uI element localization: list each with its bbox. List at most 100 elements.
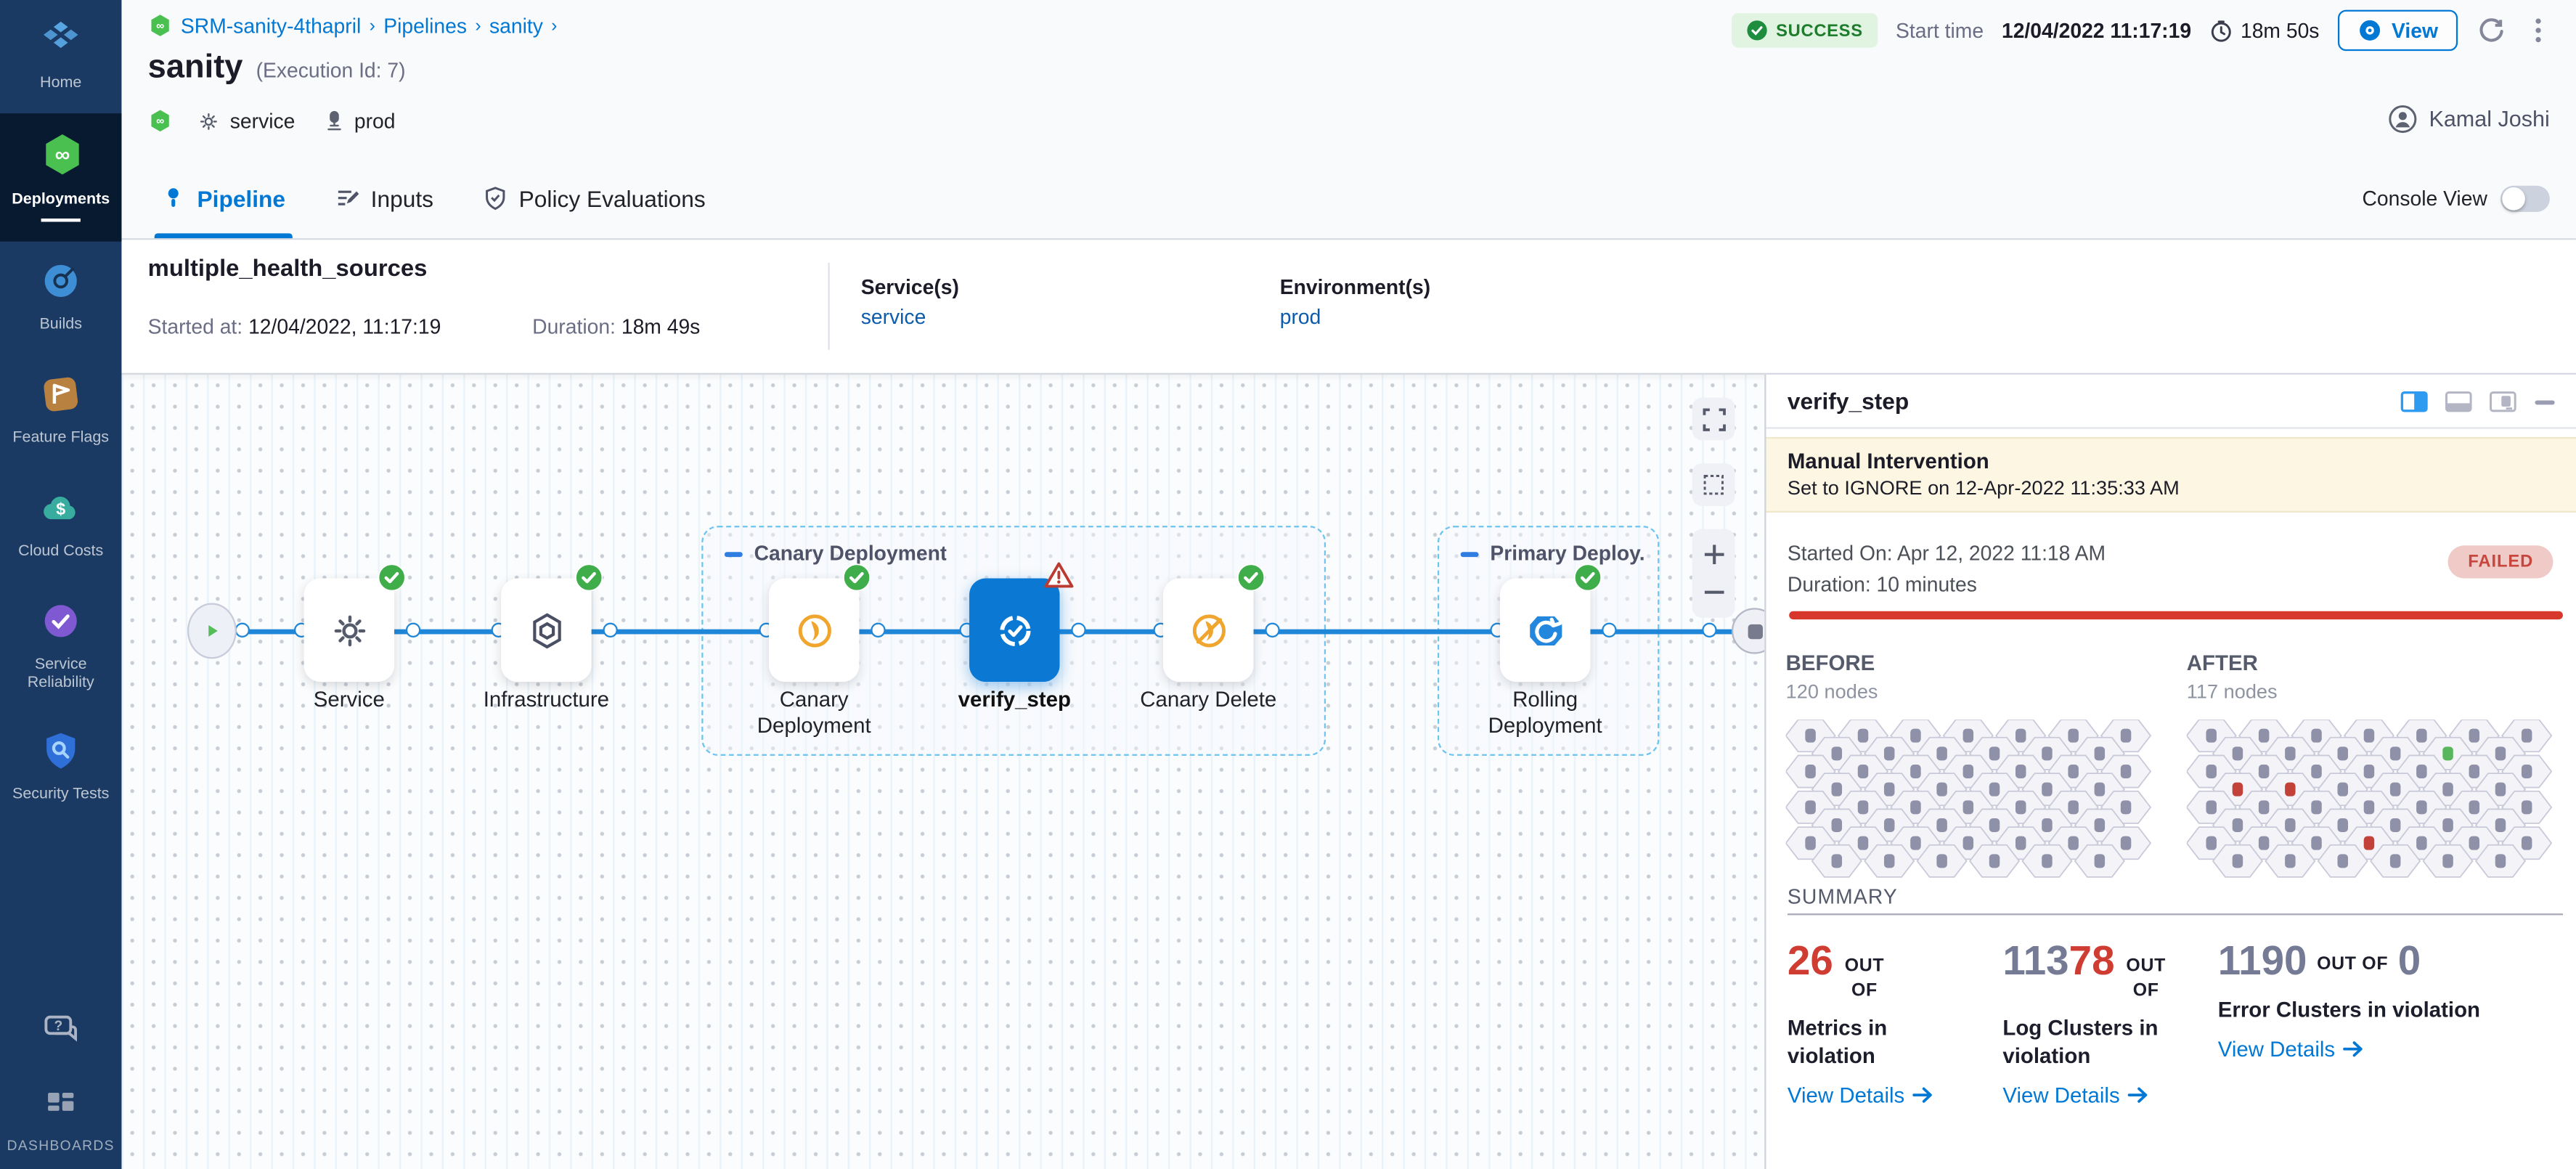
panel-header: verify_step [1766, 375, 2576, 429]
summary-divider [1787, 913, 2563, 916]
marquee-select-button[interactable] [1692, 463, 1735, 506]
sidebar-item-dashboards[interactable]: DASHBOARDS [0, 1072, 121, 1169]
pipeline-start-node[interactable] [187, 603, 237, 659]
hex-grid-svg [1785, 720, 2152, 878]
success-check-icon [1746, 20, 1767, 41]
collapse-group-icon[interactable] [724, 551, 743, 556]
sidebar-item-builds[interactable]: Builds [0, 241, 121, 354]
elapsed-time: 18m 50s [2209, 19, 2319, 42]
sidebar-item-label: Home [40, 73, 82, 92]
manual-intervention-banner: Manual Intervention Set to IGNORE on 12-… [1766, 436, 2576, 513]
refresh-button[interactable] [2476, 15, 2506, 45]
tab-policy-evaluations[interactable]: Policy Evaluations [483, 158, 706, 238]
tab-label: Pipeline [197, 184, 286, 211]
feature-flags-icon [39, 372, 82, 415]
environment-icon [323, 110, 344, 131]
sidebar-item-deployments[interactable]: ∞ Deployments [0, 113, 122, 242]
status-badge: SUCCESS [1732, 13, 1878, 48]
console-view-toggle[interactable] [2500, 184, 2550, 211]
collapse-group-icon[interactable] [1460, 551, 1479, 556]
sidebar-item-cloud-costs[interactable]: $ Cloud Costs [0, 468, 121, 581]
out-of-label: OUT OF [1844, 956, 1885, 1001]
start-time-value: 12/04/2022 11:17:19 [2001, 19, 2192, 42]
split-vertical-icon[interactable] [2400, 391, 2428, 412]
environments-value[interactable]: prod [1279, 305, 1321, 329]
title-row: sanity (Execution Id: 7) [148, 49, 406, 87]
before-title: BEFORE [1785, 651, 1875, 676]
group-label: Primary Deploy... [1460, 542, 1646, 565]
arrow-right-icon [2128, 1087, 2149, 1105]
step-started-on: Started On: Apr 12, 2022 11:18 AM [1787, 542, 2106, 566]
pipeline-node-canary-deployment[interactable] [768, 578, 860, 683]
stat-label: Error Clusters in violation [2217, 996, 2481, 1022]
sidebar-item-feature-flags[interactable]: Feature Flags [0, 354, 121, 468]
sidebar-item-label: Deployments [12, 190, 110, 209]
pipeline-node-verify_step[interactable] [969, 578, 1060, 683]
split-horizontal-icon[interactable] [2445, 391, 2472, 412]
breadcrumb-link[interactable]: Pipelines [383, 14, 468, 37]
clock-icon [2209, 19, 2233, 42]
before-grid: BEFORE 120 nodes [1785, 651, 2161, 881]
banner-subtitle: Set to IGNORE on 12-Apr-2022 11:35:33 AM [1787, 476, 2180, 500]
tab-inputs[interactable]: Inputs [335, 158, 433, 238]
sidebar-items: Home ∞ Deployments Builds Feature Flags $ Clou… [0, 0, 122, 826]
pipeline-node-rolling-deployment[interactable] [1499, 578, 1591, 683]
warning-badge-icon [1043, 561, 1074, 588]
success-badge-icon [1573, 563, 1602, 592]
services-value[interactable]: service [860, 305, 926, 329]
zoom-in-button[interactable] [1692, 542, 1735, 567]
node-label: Canary Deployment [757, 686, 871, 738]
pipeline-node-service[interactable] [303, 578, 395, 683]
sidebar-nav: Home ∞ Deployments Builds Feature Flags $ Clou… [0, 0, 122, 1169]
summary-stats: 26 OUT OF Metrics in violation View Details 1… [1788, 938, 2506, 1109]
sidebar-item-home[interactable]: Home [0, 0, 121, 113]
help-chat-button[interactable]: ? [0, 992, 121, 1072]
svg-text:∞: ∞ [156, 20, 164, 32]
stage-info-bar: multiple_health_sources Started at: 12/0… [121, 240, 2576, 375]
breadcrumb-link[interactable]: SRM-sanity-4thapril [180, 14, 362, 37]
panel-title: verify_step [1787, 388, 1909, 415]
minimize-icon[interactable] [2533, 396, 2556, 407]
kebab-menu-button[interactable] [2524, 15, 2553, 45]
breadcrumb: ∞ SRM-sanity-4thapril › Pipelines › sanity › [148, 13, 558, 38]
sidebar-item-security-tests[interactable]: Security Tests [0, 712, 121, 826]
policy-tab-icon [483, 186, 508, 211]
pipeline-end-node[interactable] [1731, 608, 1765, 654]
connector-dot [870, 622, 885, 638]
rolling-icon [1524, 608, 1567, 651]
pipeline-canvas[interactable]: Canary Deployment Primary Deploy... Servic… [121, 374, 1765, 1169]
pipeline-node-infrastructure[interactable] [501, 578, 592, 683]
node-label: Infrastructure [483, 686, 610, 712]
summary-stat-3: 1190 OUT OF 0 Error Clusters in violation Vi… [2217, 938, 2506, 1108]
infrastructure-icon [525, 608, 568, 651]
view-details-link[interactable]: View Details [2218, 1038, 2506, 1062]
security-tests-icon [39, 730, 82, 773]
banner-title: Manual Intervention [1787, 448, 1989, 473]
popout-panel-icon[interactable] [2489, 391, 2516, 412]
service-tag[interactable]: service [197, 109, 295, 132]
success-badge-icon [842, 563, 871, 592]
user-chip[interactable]: Kamal Joshi [2389, 105, 2550, 134]
stat-number: 1190 [2217, 938, 2307, 985]
user-name: Kamal Joshi [2429, 107, 2550, 132]
tab-pipeline[interactable]: Pipeline [154, 158, 292, 239]
pipeline-node-canary-delete[interactable] [1163, 578, 1254, 683]
view-details-link[interactable]: View Details [2002, 1083, 2217, 1108]
zoom-out-button[interactable] [1692, 580, 1735, 605]
started-at: Started at: 12/04/2022, 11:17:19 [147, 315, 441, 339]
view-button[interactable]: View [2337, 9, 2458, 52]
breadcrumb-separator: › [369, 15, 375, 36]
environment-tag[interactable]: prod [323, 109, 395, 132]
sidebar-item-service-reliability[interactable]: Service Reliability [0, 581, 121, 712]
connector-dot [1070, 622, 1085, 638]
arrow-right-icon [2343, 1040, 2364, 1059]
group-label: Canary Deployment [724, 542, 947, 565]
page-header: ∞ SRM-sanity-4thapril › Pipelines › sanity › … [121, 0, 2576, 158]
step-duration: Duration: 10 minutes [1787, 574, 1977, 598]
breadcrumb-link[interactable]: sanity [489, 14, 543, 37]
view-details-link[interactable]: View Details [1788, 1083, 2002, 1108]
summary-stat-2: 11378 OUT OF Log Clusters in violation View … [2002, 939, 2217, 1109]
fit-to-screen-button[interactable] [1692, 397, 1735, 441]
svg-text:$: $ [56, 499, 65, 518]
sidebar-item-label: Service Reliability [27, 654, 94, 691]
